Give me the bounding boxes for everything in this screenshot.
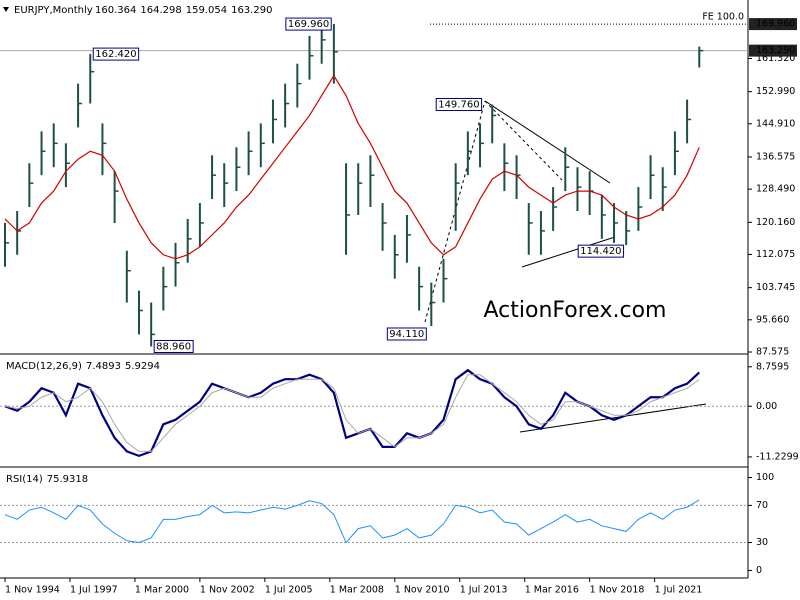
indicator-value: 7.4893 [86,361,121,372]
indicator-title: MACD(12,26,9) [6,361,82,372]
annotation-box [92,47,140,61]
header-value: 164.298 [140,5,181,16]
y-tick-label: 70 [756,500,768,511]
trend-line [519,403,707,433]
axis-price-label: 163.290 [756,45,795,56]
y-tick-label: 0.00 [756,401,777,412]
trend-line [484,100,563,181]
trend-line [521,236,616,268]
y-tick-label: 161.320 [756,53,795,64]
moving-average [4,74,700,260]
x-tick-label: 1 Jul 1997 [70,585,118,596]
x-tick-label: 1 Mar 2008 [330,585,384,596]
axis-price-label: 169.960 [756,19,795,30]
annotation-box [435,97,483,111]
y-tick-label: 152.990 [756,86,795,97]
x-tick-label: 1 Jul 2005 [265,585,313,596]
x-tick-label: 1 Jul 2021 [655,585,703,596]
watermark: ActionForex.com [484,298,667,323]
y-tick-label: -11.2299 [756,451,799,462]
indicator-value: 75.9318 [47,474,88,485]
y-tick-label: 103.745 [756,282,795,293]
y-tick-label: 95.660 [756,314,789,325]
annotation-box [285,17,332,31]
x-tick-label: 1 Mar 2000 [135,585,189,596]
x-tick-label: 1 Nov 2002 [200,585,255,596]
menu-arrow [3,7,9,12]
y-tick-label: 120.160 [756,217,795,228]
x-tick-label: 1 Mar 2016 [525,585,579,596]
y-tick-label: 8.7595 [756,361,789,372]
axis-price-box [749,44,797,57]
x-tick-label: 1 Nov 2010 [395,585,450,596]
y-tick-label: 30 [756,537,768,548]
x-tick-label: 1 Nov 2018 [590,585,645,596]
indicator-value: 5.9294 [125,361,160,372]
y-tick-label: 144.910 [756,118,795,129]
header-value: 159.054 [186,5,227,16]
indicator-line [4,499,700,544]
header-value: 160.364 [95,5,136,16]
trend-line [484,100,611,184]
y-tick-label: 0 [756,565,762,576]
price-annotation: 162.420 [95,49,136,60]
x-tick-label: 1 Jul 2013 [460,585,508,596]
annotation-box [577,244,625,258]
price-annotation: 114.420 [580,246,621,257]
fe-label: FE 100.0 [702,12,744,23]
y-tick-label: 112.075 [756,249,795,260]
axis-price-box [749,18,797,31]
price-annotation: 94.110 [389,329,424,340]
y-tick-label: 87.575 [756,347,789,358]
x-tick-label: 1 Nov 1994 [5,585,60,596]
price-annotation: 149.760 [438,99,479,110]
header-value: 163.290 [231,5,272,16]
annotation-box [153,339,194,353]
annotation-box [386,327,427,341]
y-tick-label: 128.490 [756,184,795,195]
price-annotation: 88.960 [156,341,191,352]
chart-title: EURJPY,Monthly [14,5,93,16]
indicator-line [4,374,700,452]
y-tick-label: 136.575 [756,151,795,162]
y-tick-label: 100 [756,472,774,483]
indicator-title: RSI(14) [6,474,43,485]
price-annotation: 169.960 [288,19,329,30]
